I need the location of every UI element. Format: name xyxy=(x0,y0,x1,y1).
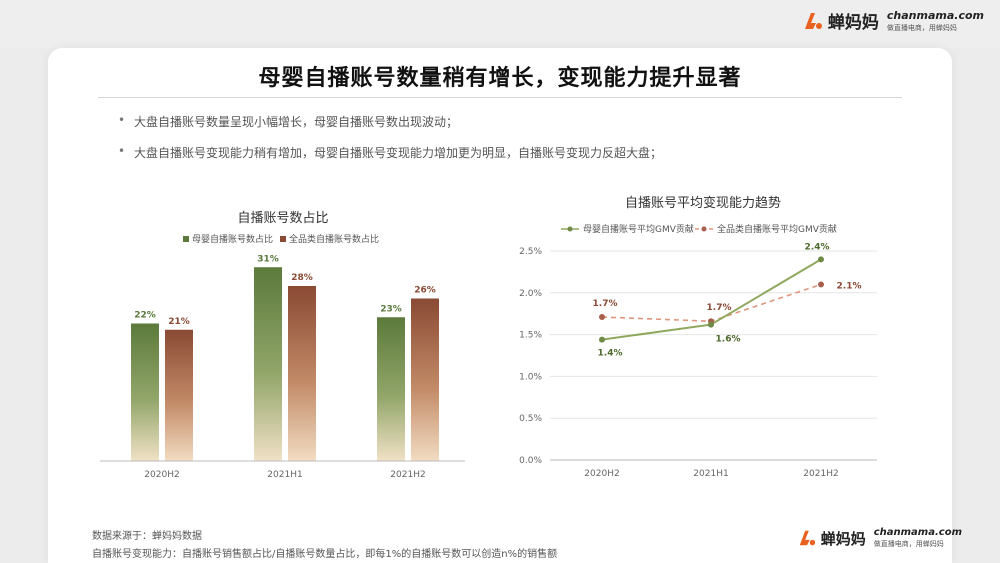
bullet-item: 大盘自播账号变现能力稍有增加，母婴自播账号变现能力增加更为明显，自播账号变现力反… xyxy=(118,144,918,161)
point-label: 2.4% xyxy=(805,242,830,252)
point-maternal-2021H2 xyxy=(818,256,824,263)
brand-logo-icon xyxy=(799,530,815,546)
legend-swatch-all xyxy=(280,236,286,242)
brand-logo-icon xyxy=(804,12,822,29)
x-tick-label: 2020H2 xyxy=(584,469,619,479)
y-tick-label: 0.0% xyxy=(519,456,542,466)
bar-all-2021H1 xyxy=(288,286,316,461)
brand-domain: chanmama.com xyxy=(886,8,984,22)
footer-logo: 蝉妈妈 chanmama.com 做直播电商，用蝉妈妈 xyxy=(797,527,962,549)
brand-name: 蝉妈妈 xyxy=(827,13,879,33)
top-bar xyxy=(0,0,1000,48)
bar-chart-title: 自播账号数占比 xyxy=(237,211,328,226)
header-logo: 蝉妈妈 chanmama.com 做直播电商，用蝉妈妈 xyxy=(802,8,984,33)
bar-chart: 自播账号数占比 母婴自播账号数占比 全品类自播账号数占比 22% 21% 2020H… xyxy=(100,211,465,480)
title-divider xyxy=(98,97,902,98)
x-tick-label: 2020H2 xyxy=(144,470,179,480)
y-tick-label: 1.5% xyxy=(519,331,542,341)
legend-swatch-maternal xyxy=(183,236,189,242)
bar-label: 23% xyxy=(380,304,402,314)
point-label: 1.4% xyxy=(598,349,623,359)
legend-dot-all xyxy=(701,226,707,232)
brand-slogan: 做直播电商，用蝉妈妈 xyxy=(886,23,957,32)
legend-label-maternal-gmv: 母婴自播账号平均GMV贡献 xyxy=(583,223,694,235)
bar-label: 31% xyxy=(257,254,279,264)
line-chart: 自播账号平均变现能力趋势 母婴自播账号平均GMV贡献 全品类自播账号平均GMV贡… xyxy=(519,195,877,479)
series-line-maternal xyxy=(601,258,822,341)
point-all-2020H2 xyxy=(599,314,605,321)
content-card xyxy=(48,48,952,563)
point-label: 1.7% xyxy=(707,303,732,313)
point-all-2021H2 xyxy=(818,281,824,288)
legend-dot-maternal xyxy=(567,226,573,232)
point-label: 1.7% xyxy=(593,299,618,309)
y-tick-label: 0.5% xyxy=(519,414,542,424)
bar-maternal-2021H1 xyxy=(254,267,282,461)
point-maternal-2021H1 xyxy=(708,321,714,328)
bullet-item: 大盘自播账号数量呈现小幅增长，母婴自播账号数出现波动； xyxy=(118,113,918,130)
bar-maternal-2021H2 xyxy=(377,317,405,461)
page-title: 母婴自播账号数量稍有增长，变现能力提升显著 xyxy=(258,66,742,91)
point-maternal-2020H2 xyxy=(599,336,605,343)
point-label: 2.1% xyxy=(837,281,862,291)
legend-label-all-gmv: 全品类自播账号平均GMV贡献 xyxy=(717,223,837,235)
y-tick-label: 1.0% xyxy=(519,372,542,382)
bar-label: 22% xyxy=(134,311,156,321)
y-tick-label: 2.5% xyxy=(519,247,542,257)
x-tick-label: 2021H2 xyxy=(803,469,838,479)
bar-all-2020H2 xyxy=(165,329,193,461)
bar-maternal-2020H2 xyxy=(131,323,159,461)
brand-slogan-footer: 做直播电商，用蝉妈妈 xyxy=(873,540,944,548)
legend-label-all: 全品类自播账号数占比 xyxy=(289,233,379,245)
line-chart-title: 自播账号平均变现能力趋势 xyxy=(625,195,781,211)
x-tick-label: 2021H2 xyxy=(390,470,425,480)
y-tick-label: 2.0% xyxy=(519,289,542,299)
point-label: 1.6% xyxy=(716,335,741,345)
bar-all-2021H2 xyxy=(411,298,439,461)
x-tick-label: 2021H1 xyxy=(267,470,302,480)
bar-label: 28% xyxy=(291,273,313,283)
bar-label: 26% xyxy=(414,286,436,296)
legend-label-maternal: 母婴自播账号数占比 xyxy=(192,233,273,245)
bullet-list: 大盘自播账号数量呈现小幅增长，母婴自播账号数出现波动； 大盘自播账号变现能力稍有… xyxy=(118,113,918,175)
bar-label: 21% xyxy=(168,317,190,327)
x-tick-label: 2021H1 xyxy=(693,469,728,479)
brand-domain-footer: chanmama.com xyxy=(873,527,962,538)
footnote-source: 数据来源于：蝉妈妈数据 xyxy=(92,531,202,542)
footnote-definition: 自播账号变现能力：自播账号销售额占比/自播账号数量占比，即每1%的自播账号数可以… xyxy=(92,549,558,560)
brand-name-footer: 蝉妈妈 xyxy=(820,529,866,548)
